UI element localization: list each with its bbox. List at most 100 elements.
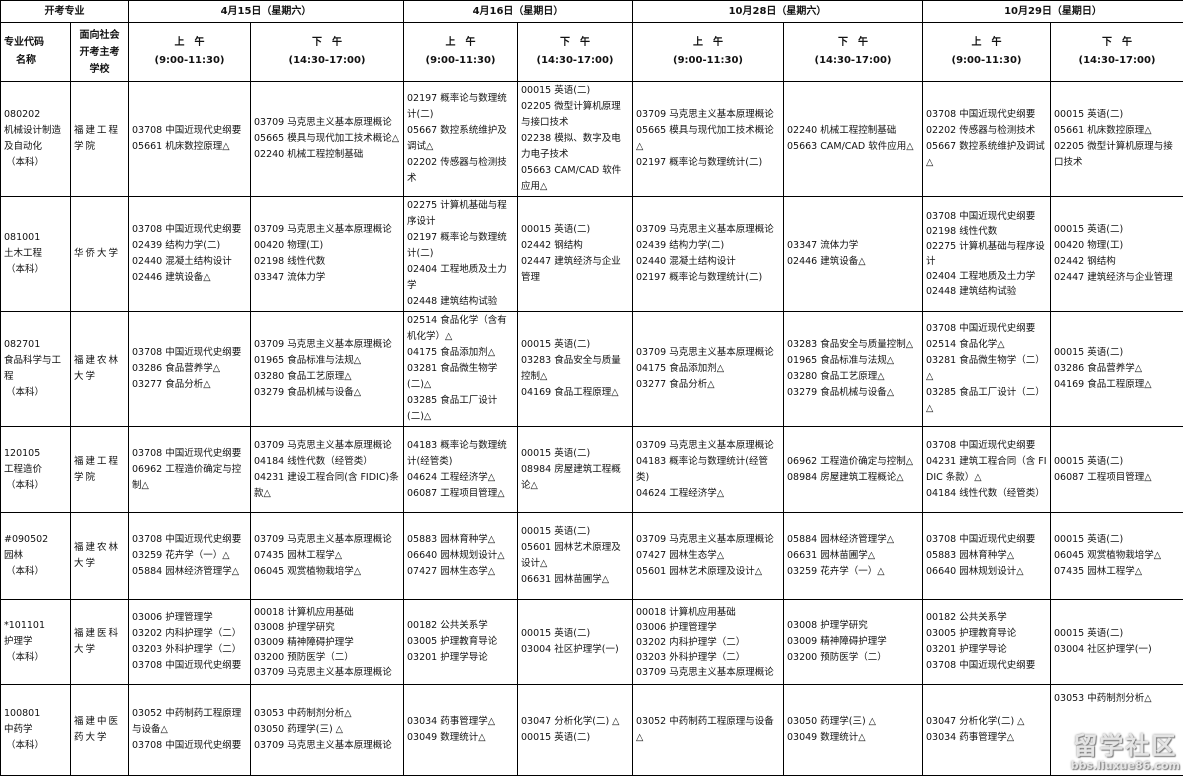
exam-cell: 00015 英语(二)03286 食品营养学△04169 食品工程原理△ bbox=[1051, 312, 1183, 427]
course-entry: 02442 钢结构 bbox=[1054, 254, 1180, 270]
major-header: 开考专业 bbox=[1, 1, 129, 23]
course-entry: 02198 线性代数 bbox=[254, 254, 400, 270]
course-entry: 02197 概率论与数理统计(二) bbox=[407, 230, 514, 262]
course-entry: 03034 药事管理学△ bbox=[407, 714, 514, 730]
course-entry: 03005 护理教育导论 bbox=[926, 626, 1047, 642]
major-name: 中药学 bbox=[4, 722, 67, 738]
course-entry: 03709 马克思主义基本原理概论 bbox=[254, 665, 400, 680]
course-entry: 05884 园林经济管理学△ bbox=[132, 564, 247, 580]
course-entry: 07435 园林工程学△ bbox=[1054, 564, 1180, 580]
course-entry: 03053 中药制剂分析△ bbox=[1054, 691, 1180, 707]
course-entry: 03004 社区护理学(一) bbox=[1054, 642, 1180, 658]
course-entry: 03047 分析化学(二) △ bbox=[926, 714, 1047, 730]
course-entry: 03202 内科护理学（二） bbox=[132, 626, 247, 642]
course-entry: 03201 护理学导论 bbox=[407, 650, 514, 666]
date-header: 4月16日（星期日） bbox=[404, 1, 633, 23]
course-entry: 06962 工程造价确定与控制△ bbox=[132, 462, 247, 494]
course-entry: 03008 护理学研究 bbox=[787, 618, 919, 634]
course-entry: 05661 机床数控原理△ bbox=[132, 139, 247, 155]
course-entry: 03050 药理学(三) △ bbox=[787, 714, 919, 730]
course-entry: 03280 食品工艺原理△ bbox=[787, 369, 919, 385]
major-code: *101101 bbox=[4, 618, 67, 634]
course-entry: 03202 内科护理学（二） bbox=[636, 635, 780, 650]
course-entry: 00420 物理(工) bbox=[254, 238, 400, 254]
course-entry: 03347 流体力学 bbox=[787, 238, 919, 254]
course-entry: 02440 混凝土结构设计 bbox=[132, 254, 247, 270]
afternoon-session-header: 下 午(14:30-17:00) bbox=[251, 23, 404, 82]
code-label: 专业代码 bbox=[4, 34, 67, 52]
major-level: （本科） bbox=[4, 564, 67, 580]
course-entry: 03709 马克思主义基本原理概论 bbox=[254, 337, 400, 353]
course-entry: 00015 英语(二) bbox=[1054, 222, 1180, 238]
course-entry: 00015 英语(二) bbox=[1054, 454, 1180, 470]
course-entry: 00015 英语(二) bbox=[521, 446, 629, 462]
course-entry: 03279 食品机械与设备△ bbox=[254, 385, 400, 401]
course-entry: 03283 食品安全与质量控制△ bbox=[787, 337, 919, 353]
course-entry: 03259 花卉学（一）△ bbox=[787, 564, 919, 580]
course-entry: 03347 流体力学 bbox=[254, 270, 400, 286]
course-entry: 02448 建筑结构试验 bbox=[926, 284, 1047, 299]
course-entry: 03285 食品工厂设计（二）△ bbox=[926, 385, 1047, 417]
major-code: 100801 bbox=[4, 706, 67, 722]
exam-cell: 02197 概率论与数理统计(二)05667 数控系统维护及调试△02202 传… bbox=[404, 82, 518, 197]
course-entry: 03709 马克思主义基本原理概论 bbox=[254, 438, 400, 454]
course-entry: 03281 食品微生物学(二)△ bbox=[407, 361, 514, 393]
session-time: (9:00-11:30) bbox=[636, 52, 780, 70]
course-entry: 00015 英语(二) bbox=[521, 222, 629, 238]
course-entry: 02202 传感器与检测技术 bbox=[926, 123, 1047, 139]
morning-session-header: 上 午(9:00-11:30) bbox=[633, 23, 784, 82]
course-entry: 03709 马克思主义基本原理概论 bbox=[636, 107, 780, 123]
course-entry: 03053 中药制剂分析△ bbox=[254, 706, 400, 722]
school-cell: 福建工程学院 bbox=[71, 82, 129, 197]
course-entry: 03286 食品营养学△ bbox=[132, 361, 247, 377]
course-entry: 06962 工程造价确定与控制△ bbox=[787, 454, 919, 470]
course-entry: 03708 中国近现代史纲要 bbox=[132, 658, 247, 674]
course-entry: 04231 建筑工程合同（含 FIDIC 条款）△ bbox=[926, 454, 1047, 486]
date-header: 10月29日（星期日） bbox=[923, 1, 1183, 23]
course-entry: 02514 食品化学△ bbox=[926, 337, 1047, 353]
session-label: 下 午 bbox=[787, 34, 919, 52]
course-entry: 00015 英语(二) bbox=[1054, 532, 1180, 548]
exam-cell: 00015 英语(二)06045 观赏植物栽培学△07435 园林工程学△ bbox=[1051, 513, 1183, 600]
name-label: 名称 bbox=[4, 52, 67, 70]
header-row-sessions: 专业代码 名称 面向社会 开考主考 学校 上 午(9:00-11:30)下 午(… bbox=[1, 23, 1183, 82]
course-entry: 02448 建筑结构试验 bbox=[407, 294, 514, 310]
exam-cell: 00015 英语(二)03004 社区护理学(一) bbox=[1051, 600, 1183, 685]
course-entry: 08984 房屋建筑工程概论△ bbox=[787, 470, 919, 486]
major-name: 工程造价 bbox=[4, 462, 67, 478]
major-code: 120105 bbox=[4, 446, 67, 462]
course-entry: 02446 建筑设备△ bbox=[132, 270, 247, 286]
course-entry: 02198 线性代数 bbox=[926, 224, 1047, 239]
exam-cell: 03050 药理学(三) △03049 数理统计△ bbox=[784, 685, 923, 776]
course-entry: 02197 概率论与数理统计(二) bbox=[636, 155, 780, 171]
course-entry: 02404 工程地质及土力学 bbox=[926, 269, 1047, 284]
course-entry: 03709 马克思主义基本原理概论 bbox=[636, 345, 780, 361]
course-entry: 07427 园林生态学△ bbox=[636, 548, 780, 564]
course-entry: 03708 中国近现代史纲要 bbox=[926, 209, 1047, 224]
course-entry: 02514 食品化学（含有机化学）△ bbox=[407, 313, 514, 345]
school-cell: 福建农林大学 bbox=[71, 513, 129, 600]
course-entry: 03708 中国近现代史纲要 bbox=[926, 438, 1047, 454]
course-entry: 04624 工程经济学△ bbox=[636, 486, 780, 502]
course-entry: 04175 食品添加剂△ bbox=[636, 361, 780, 377]
course-entry: 03709 马克思主义基本原理概论 bbox=[636, 222, 780, 238]
course-entry: 03286 食品营养学△ bbox=[1054, 361, 1180, 377]
exam-cell: 03053 中药制剂分析△03050 药理学(三) △03709 马克思主义基本… bbox=[251, 685, 404, 776]
course-entry: 03708 中国近现代史纲要 bbox=[132, 345, 247, 361]
course-entry: 03709 马克思主义基本原理概论 bbox=[254, 115, 400, 131]
course-entry: 04183 概率论与数理统计(经管类) bbox=[636, 454, 780, 486]
course-entry: 05665 模具与现代加工技术概论△ bbox=[254, 131, 400, 147]
course-entry: 03280 食品工艺原理△ bbox=[254, 369, 400, 385]
course-entry: 03709 马克思主义基本原理概论 bbox=[636, 532, 780, 548]
exam-cell: 02514 食品化学（含有机化学）△04175 食品添加剂△03281 食品微生… bbox=[404, 312, 518, 427]
